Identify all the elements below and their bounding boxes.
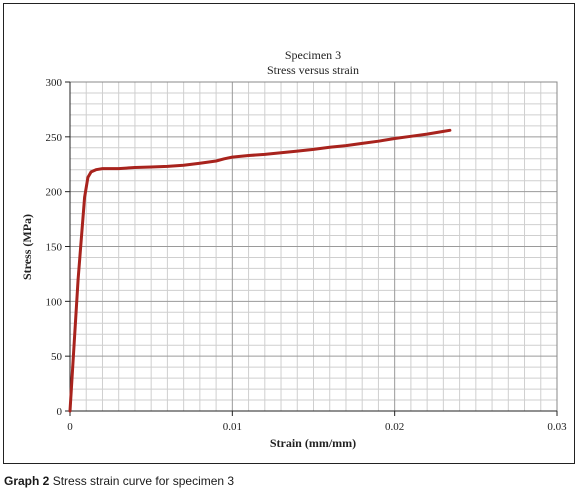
y-axis-label: Stress (MPa) [20, 214, 34, 280]
y-tick-label: 300 [46, 77, 63, 89]
x-tick-labels: 0 0.01 0.02 0.03 [67, 411, 567, 433]
caption-text: Stress strain curve for specimen 3 [52, 474, 235, 488]
figure-frame [3, 3, 575, 464]
y-tick-label: 0 [57, 406, 63, 418]
series-layer [68, 128, 452, 413]
y-tick-label: 150 [46, 242, 63, 254]
x-tick-label: 0.02 [385, 421, 404, 433]
x-tick-label: 0 [67, 421, 73, 433]
x-tick-label: 0.03 [547, 421, 567, 433]
x-axis-label: Strain (mm/mm) [270, 436, 356, 450]
figure-caption: Graph 2 Stress strain curve for specimen… [4, 474, 234, 488]
y-tick-label: 250 [46, 132, 63, 144]
y-tick-labels: 0 50 100 150 200 250 300 [46, 77, 70, 418]
chart-title: Specimen 3 [285, 48, 341, 62]
series-line [68, 128, 452, 413]
y-tick-label: 200 [46, 187, 63, 199]
caption-label: Graph 2 [4, 474, 50, 488]
major-grid [70, 82, 557, 411]
chart-subtitle: Stress versus strain [267, 63, 359, 77]
stress-strain-chart: 0 50 100 150 200 250 300 0 0.01 0.02 0.03 Specime… [20, 48, 567, 450]
x-tick-label: 0.01 [223, 421, 242, 433]
y-tick-label: 100 [46, 296, 63, 308]
y-tick-label: 50 [51, 351, 63, 363]
